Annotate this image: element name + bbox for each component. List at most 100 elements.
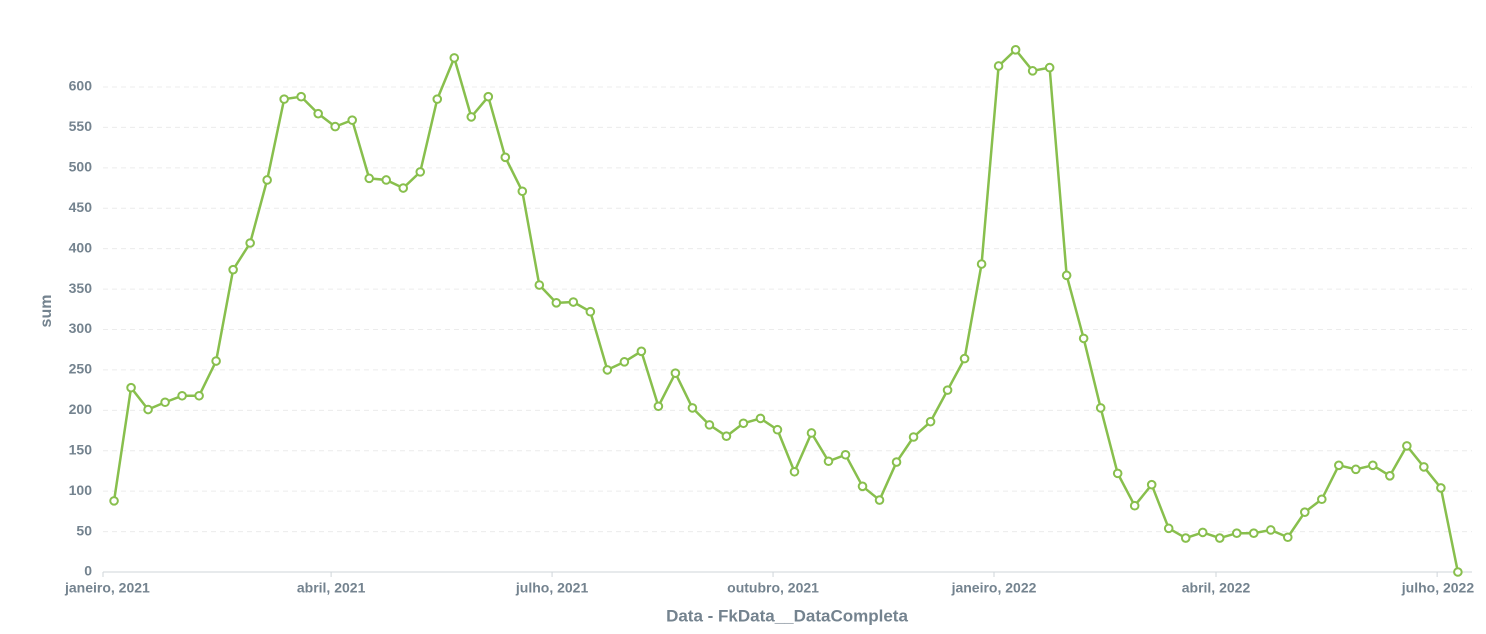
point <box>1368 460 1378 471</box>
x-tick-label: abril, 2021 <box>297 580 366 596</box>
point <box>585 306 596 317</box>
point <box>177 390 187 401</box>
point <box>143 404 153 415</box>
point <box>500 152 511 163</box>
point <box>1010 45 1021 55</box>
point <box>551 298 562 308</box>
point <box>772 424 783 435</box>
point <box>1197 527 1208 538</box>
point <box>1419 462 1429 472</box>
point <box>347 115 358 125</box>
point <box>755 413 766 424</box>
point <box>1282 532 1293 543</box>
x-tick-label: janeiro, 2021 <box>64 580 150 596</box>
point <box>1061 270 1072 281</box>
point <box>279 94 289 104</box>
y-tick-label: 450 <box>69 199 93 215</box>
point <box>840 449 851 460</box>
point <box>483 91 494 102</box>
point <box>704 420 715 430</box>
point <box>1402 441 1412 451</box>
point <box>1385 471 1395 481</box>
point <box>925 416 936 427</box>
point <box>1231 528 1242 539</box>
point <box>976 259 987 269</box>
y-tick-label: 350 <box>69 280 93 296</box>
y-tick-label: 150 <box>69 441 93 457</box>
point <box>653 401 664 412</box>
y-axis-label: sum <box>38 295 55 328</box>
point <box>806 428 817 438</box>
y-tick-label: 50 <box>76 522 92 538</box>
point <box>619 357 630 367</box>
y-tick-label: 500 <box>69 159 93 175</box>
point <box>211 356 221 366</box>
point <box>1180 533 1191 543</box>
point <box>449 53 460 63</box>
point <box>1316 494 1327 505</box>
x-tick-label: abril, 2022 <box>1182 580 1251 596</box>
point <box>194 390 204 401</box>
y-tick-label: 300 <box>69 320 93 336</box>
point <box>228 264 238 275</box>
point <box>330 121 340 132</box>
point <box>1299 507 1310 517</box>
x-tick-label: julho, 2021 <box>515 580 589 596</box>
point <box>432 94 443 104</box>
point <box>313 108 323 119</box>
point <box>1351 464 1361 475</box>
point <box>823 456 834 467</box>
point <box>993 61 1004 71</box>
point <box>1163 523 1174 534</box>
point <box>517 186 528 197</box>
point <box>1436 483 1446 493</box>
point <box>1214 533 1225 543</box>
y-tick-label: 600 <box>69 78 93 94</box>
point <box>1095 403 1106 413</box>
y-tick-label: 0 <box>84 563 92 579</box>
point <box>296 91 306 102</box>
point <box>602 365 613 375</box>
y-tick-label: 550 <box>69 118 93 134</box>
point <box>1044 62 1055 73</box>
x-tick-label: janeiro, 2022 <box>951 580 1037 596</box>
point <box>1027 66 1038 76</box>
point <box>1112 468 1123 479</box>
point <box>398 183 409 193</box>
x-tick-label: julho, 2022 <box>1401 580 1475 596</box>
y-tick-label: 400 <box>69 239 93 255</box>
y-tick-label: 200 <box>69 401 93 417</box>
point <box>1248 528 1259 539</box>
point <box>1265 525 1276 535</box>
point <box>568 297 579 307</box>
point <box>381 175 392 185</box>
line <box>112 48 1460 573</box>
point <box>687 403 698 413</box>
point <box>126 382 136 393</box>
point <box>466 112 477 122</box>
point <box>160 397 170 408</box>
point <box>738 418 749 429</box>
point <box>1146 479 1157 490</box>
point <box>789 466 800 477</box>
point <box>891 457 902 467</box>
y-tick-label: 250 <box>69 361 93 377</box>
x-axis-label: Data - FkData__DataCompleta <box>666 606 908 625</box>
point <box>415 167 426 177</box>
point <box>262 175 272 185</box>
point <box>942 385 953 395</box>
point <box>245 238 255 248</box>
point <box>109 496 119 506</box>
y-tick-label: 100 <box>69 482 93 498</box>
point <box>1078 333 1089 344</box>
point <box>636 346 647 357</box>
point <box>857 481 868 492</box>
point <box>534 280 545 290</box>
point <box>1334 460 1344 471</box>
point <box>1453 567 1463 577</box>
x-tick-label: outubro, 2021 <box>727 580 819 596</box>
point <box>364 173 375 184</box>
point <box>1129 500 1140 511</box>
